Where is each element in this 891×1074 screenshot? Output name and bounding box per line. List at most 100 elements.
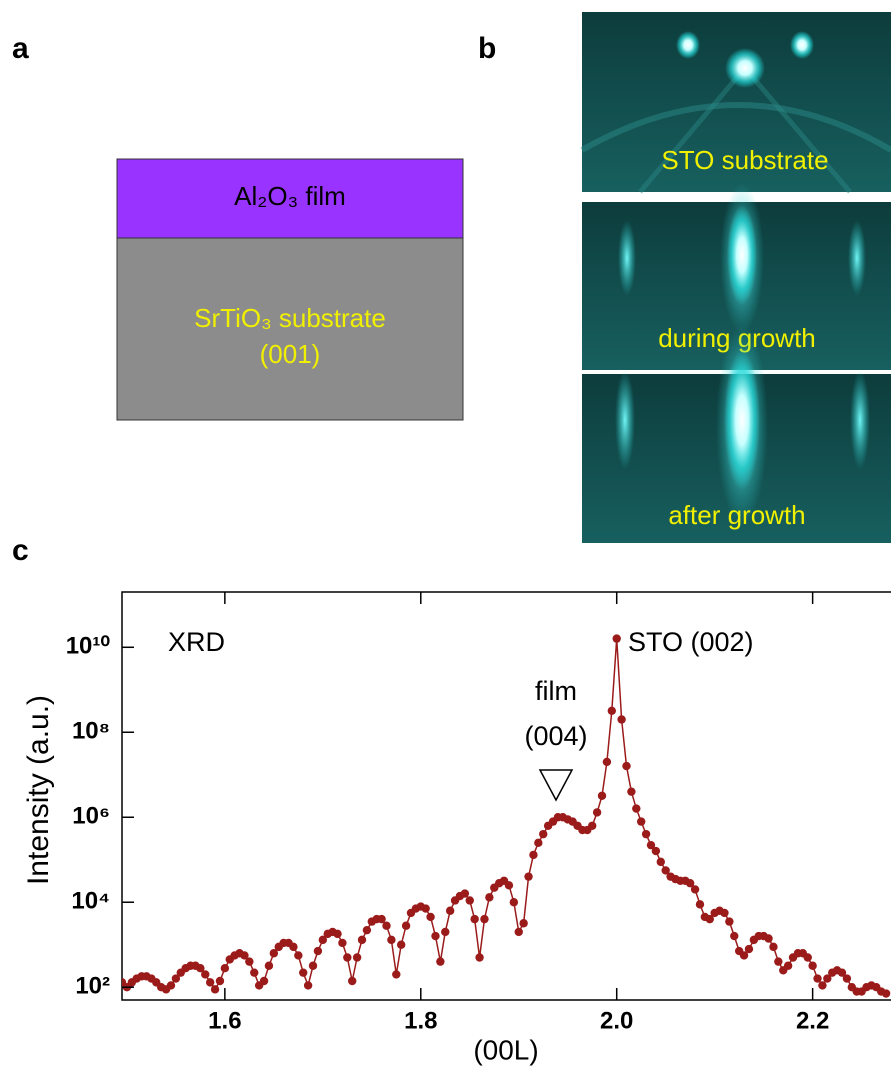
data-point [201,970,209,978]
x-tick-label: 1.6 [208,1007,241,1034]
x-tick-label: 2.2 [796,1007,829,1034]
film-label: Al₂O₃ film [234,181,346,211]
data-point [764,934,772,942]
data-point [358,936,366,944]
data-point [519,919,527,927]
data-point [211,985,219,993]
rheed-caption: after growth [668,500,805,530]
x-tick-label: 2.0 [600,1007,633,1034]
data-point [167,981,175,989]
data-point [818,981,826,989]
data-point [843,974,851,982]
data-point [250,968,258,976]
data-point [515,928,523,936]
y-tick-label: 10² [75,973,110,1000]
data-point [804,953,812,961]
data-point [613,634,621,642]
data-point [813,974,821,982]
data-point [588,822,596,830]
plot-area [118,634,891,997]
data-point [774,957,782,965]
data-point [593,808,601,816]
data-point [431,932,439,940]
data-point [461,889,469,897]
data-point [627,787,635,795]
data-point [529,851,537,859]
data-point [304,981,312,989]
data-point [299,968,307,976]
data-point [353,953,361,961]
data-point [730,932,738,940]
data-point [387,936,395,944]
data-point [206,978,214,986]
annotation: film [535,676,577,706]
data-point [725,917,733,925]
data-point [402,922,410,930]
data-point [882,989,890,997]
data-point [642,830,650,838]
annotation: (004) [524,721,587,751]
data-point [441,928,449,936]
data-point [216,977,224,985]
data-point [333,930,341,938]
substrate-label: SrTiO₃ substrate [194,303,386,333]
data-point [622,762,630,770]
data-point [632,804,640,812]
annotation: STO (002) [628,627,754,657]
data-point [221,964,229,972]
y-tick-label: 10⁴ [71,888,110,915]
data-point [446,907,454,915]
data-point [637,817,645,825]
data-point [524,872,532,880]
panel-label: a [12,32,29,65]
data-point [480,915,488,923]
data-point [745,945,753,953]
data-point [720,909,728,917]
y-tick-label: 10⁸ [72,718,110,745]
data-point [534,839,542,847]
data-point [314,947,322,955]
y-axis-title: Intensity (a.u.) [22,695,55,885]
data-point [426,913,434,921]
data-point [784,962,792,970]
x-tick-label: 1.8 [404,1007,437,1034]
data-point [652,847,660,855]
data-point [466,896,474,904]
peak-marker [540,770,572,800]
data-point [421,904,429,912]
data-point [608,707,616,715]
data-point [505,881,513,889]
x-axis-title: (00L) [473,1034,538,1065]
rheed-caption: STO substrate [661,145,828,175]
data-point [808,962,816,970]
data-point [392,970,400,978]
data-point [397,941,405,949]
data-point [382,922,390,930]
data-point [691,885,699,893]
data-point [338,939,346,947]
data-point [617,715,625,723]
data-point [510,898,518,906]
data-point [539,830,547,838]
y-tick-label: 10¹⁰ [66,633,111,660]
data-point [696,900,704,908]
data-point [363,926,371,934]
plot-frame [122,592,891,1000]
data-point [475,953,483,961]
data-point [245,957,253,965]
panel-label: c [12,534,29,567]
data-point [485,893,493,901]
data-point [348,977,356,985]
data-point [294,951,302,959]
data-point [436,957,444,965]
figure: a b c Al₂O₃ film SrTiO₃ substrate (001) … [0,0,891,1074]
y-tick-label: 10⁶ [72,803,110,830]
data-point [598,792,606,800]
data-point [265,962,273,970]
data-point [470,915,478,923]
orientation-label: (001) [260,339,321,369]
data-point [657,858,665,866]
data-point [289,943,297,951]
rheed-image: STO substrate [582,12,891,192]
data-point [260,977,268,985]
